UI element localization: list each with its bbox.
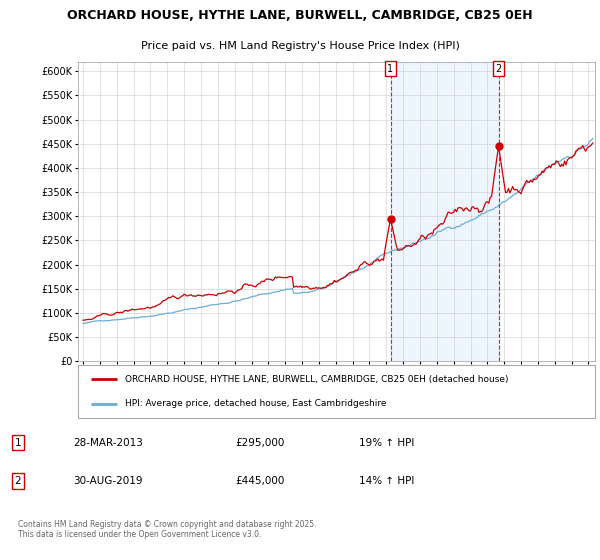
Text: 1: 1 bbox=[14, 437, 21, 447]
Text: Price paid vs. HM Land Registry's House Price Index (HPI): Price paid vs. HM Land Registry's House … bbox=[140, 41, 460, 51]
Bar bbox=[391, 62, 499, 361]
Text: 19% ↑ HPI: 19% ↑ HPI bbox=[359, 437, 414, 447]
Text: 1: 1 bbox=[388, 64, 394, 74]
Text: ORCHARD HOUSE, HYTHE LANE, BURWELL, CAMBRIDGE, CB25 0EH (detached house): ORCHARD HOUSE, HYTHE LANE, BURWELL, CAMB… bbox=[125, 375, 508, 384]
Text: Contains HM Land Registry data © Crown copyright and database right 2025.
This d: Contains HM Land Registry data © Crown c… bbox=[18, 520, 316, 539]
Text: 14% ↑ HPI: 14% ↑ HPI bbox=[359, 476, 414, 486]
Text: £295,000: £295,000 bbox=[235, 437, 284, 447]
Text: £445,000: £445,000 bbox=[235, 476, 284, 486]
Text: 30-AUG-2019: 30-AUG-2019 bbox=[74, 476, 143, 486]
Text: 28-MAR-2013: 28-MAR-2013 bbox=[74, 437, 143, 447]
Text: HPI: Average price, detached house, East Cambridgeshire: HPI: Average price, detached house, East… bbox=[125, 399, 386, 408]
Text: ORCHARD HOUSE, HYTHE LANE, BURWELL, CAMBRIDGE, CB25 0EH: ORCHARD HOUSE, HYTHE LANE, BURWELL, CAMB… bbox=[67, 9, 533, 22]
Text: 2: 2 bbox=[496, 64, 502, 74]
Text: 2: 2 bbox=[14, 476, 21, 486]
FancyBboxPatch shape bbox=[78, 365, 595, 418]
